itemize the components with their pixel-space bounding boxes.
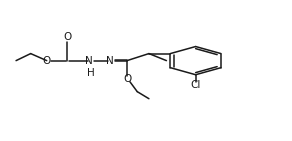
Text: O: O (43, 56, 51, 66)
Text: N: N (85, 56, 93, 66)
Text: O: O (63, 32, 71, 42)
Text: N: N (106, 56, 113, 66)
Text: Cl: Cl (190, 80, 201, 90)
Text: O: O (123, 74, 131, 84)
Text: H: H (87, 68, 94, 78)
